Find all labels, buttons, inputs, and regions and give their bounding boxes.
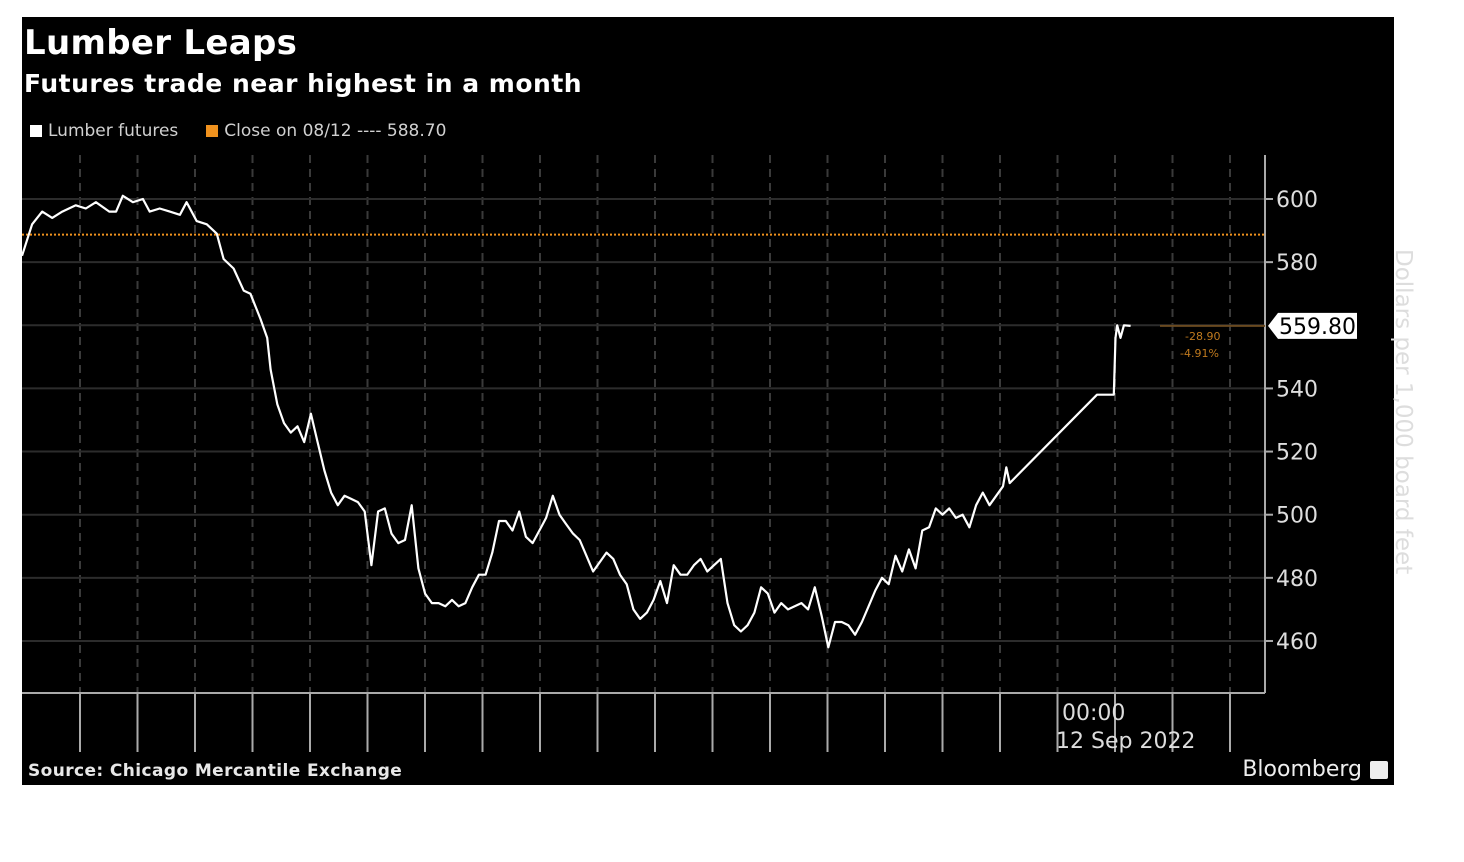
chart-frame: Lumber Leaps Futures trade near highest … xyxy=(22,17,1416,785)
bloomberg-logo-icon xyxy=(1370,760,1388,779)
legend-label-close: Close on 08/12 ---- 588.70 xyxy=(224,121,447,141)
change-value: -28.90 xyxy=(1185,330,1220,343)
x-tick-label-date: 12 Sep 2022 xyxy=(1056,729,1195,754)
y-tick-label: 480 xyxy=(1276,567,1318,592)
y-tick-label: 600 xyxy=(1276,188,1318,213)
brand: Bloomberg xyxy=(1242,757,1388,782)
y-tick-label: 540 xyxy=(1276,377,1318,402)
series-line-lumber xyxy=(20,194,1131,649)
brand-name: Bloomberg xyxy=(1242,757,1362,782)
last-value-badge xyxy=(1268,312,1357,339)
chart-subtitle: Futures trade near highest in a month xyxy=(24,69,583,98)
y-tick-label: 520 xyxy=(1276,441,1318,466)
source-note: Source: Chicago Mercantile Exchange xyxy=(28,761,403,781)
last-value-text: 559.80 xyxy=(1279,315,1356,340)
y-axis-label: Dollars per 1,000 board feet xyxy=(1390,249,1416,575)
change-pct: -4.91% xyxy=(1180,347,1219,360)
x-tick-label-time: 00:00 xyxy=(1062,701,1125,726)
y-tick-label: 460 xyxy=(1276,630,1318,655)
legend-swatch-orange xyxy=(206,125,219,137)
y-tick-label: 580 xyxy=(1276,251,1318,276)
legend: Lumber futures Close on 08/12 ---- 588.7… xyxy=(30,121,446,141)
legend-swatch-white xyxy=(30,125,42,137)
chart-title: Lumber Leaps xyxy=(24,23,298,63)
legend-label-lumber: Lumber futures xyxy=(48,121,179,141)
y-tick-label: 500 xyxy=(1276,504,1318,529)
